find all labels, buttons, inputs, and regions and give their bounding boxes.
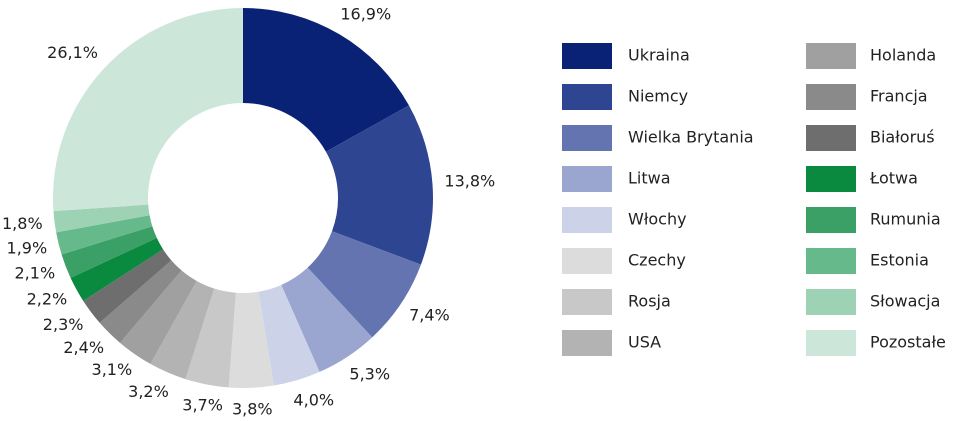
legend-label: Holanda (870, 46, 936, 65)
legend-swatch (562, 289, 612, 315)
legend-swatch (806, 166, 856, 192)
donut-slice (83, 249, 172, 323)
data-label: 2,3% (43, 315, 84, 334)
donut-slice (325, 105, 434, 265)
legend-swatch (562, 84, 612, 110)
data-label: 2,2% (27, 290, 68, 309)
legend-swatch (562, 43, 612, 69)
legend-swatch (806, 84, 856, 110)
legend-swatch (562, 207, 612, 233)
legend-swatch (806, 207, 856, 233)
donut-slice (61, 226, 157, 278)
legend-swatch (562, 125, 612, 151)
legend-label: Litwa (628, 169, 671, 188)
legend-label: Ukraina (628, 46, 690, 65)
donut-slice (258, 284, 320, 386)
legend-label: Francja (870, 87, 928, 106)
donut-slice (120, 270, 197, 364)
data-label: 3,8% (232, 399, 273, 417)
donut-slice (56, 215, 153, 255)
legend-label: Włochy (628, 210, 687, 229)
legend-swatch (562, 248, 612, 274)
donut-slice (53, 204, 150, 233)
legend-label: Czechy (628, 251, 686, 270)
donut-slice (243, 8, 409, 152)
data-label: 3,7% (182, 396, 223, 415)
legend-swatch (562, 330, 612, 356)
donut-slice (307, 231, 421, 338)
legend-swatch (806, 330, 856, 356)
legend-label: Estonia (870, 251, 929, 270)
data-label: 3,2% (128, 382, 169, 401)
data-label: 2,4% (63, 338, 104, 357)
legend-label: Białoruś (870, 128, 935, 147)
legend-swatch (806, 43, 856, 69)
data-label: 2,1% (15, 264, 56, 283)
legend-swatch (562, 166, 612, 192)
legend-label: Rumunia (870, 210, 941, 229)
donut-slice (52, 8, 243, 212)
data-label: 1,9% (7, 238, 48, 257)
legend-swatch (806, 289, 856, 315)
data-label: 4,0% (293, 391, 334, 410)
legend-label: Niemcy (628, 87, 688, 106)
donut-slice (228, 291, 274, 389)
donut-slice (185, 288, 236, 388)
data-label: 5,3% (349, 365, 390, 384)
data-label: 16,9% (340, 5, 391, 24)
donut-slice (150, 280, 215, 380)
donut-slice (281, 267, 373, 372)
legend-label: Wielka Brytania (628, 128, 754, 147)
data-label: 1,8% (2, 214, 43, 233)
data-label: 7,4% (409, 306, 450, 325)
donut-slice (99, 260, 182, 343)
data-label: 3,1% (92, 360, 133, 379)
legend-label: Rosja (628, 292, 671, 311)
data-label: 13,8% (444, 172, 495, 191)
data-label: 26,1% (47, 43, 98, 62)
legend-label: Pozostałe (870, 333, 946, 352)
donut-slice (70, 237, 164, 301)
legend-label: Łotwa (869, 169, 918, 188)
legend-swatch (806, 248, 856, 274)
legend-label: Słowacja (870, 292, 940, 311)
legend-swatch (806, 125, 856, 151)
legend-label: USA (628, 333, 661, 352)
